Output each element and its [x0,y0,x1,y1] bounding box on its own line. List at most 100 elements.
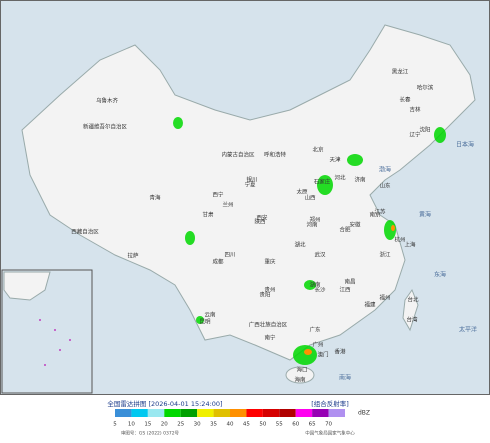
map-label: 广州 [312,341,323,349]
map-label: 福州 [379,294,390,302]
map-label: 广西壮族自治区 [249,321,288,329]
sea-label: 日本海 [456,141,474,149]
map-label: 南宁 [264,334,276,342]
map-label: 河南 [306,221,318,229]
map-label: 乌鲁木齐 [96,97,119,105]
map-label: 云南 [204,311,216,319]
land [21,24,476,361]
map-label: 内蒙古自治区 [221,151,255,159]
map-label: 昆明 [199,319,211,326]
map-label: 济南 [354,176,366,184]
legend-tick-label: 60 [292,422,299,428]
sea-label: 南海 [339,374,351,382]
map-label: 西安 [256,214,268,222]
legend-swatch [197,409,214,417]
map-label: 河北 [334,174,346,182]
legend-tick-label: 45 [243,422,250,428]
legend-tick-label: 50 [259,422,266,428]
map-label: 哈尔滨 [417,84,434,92]
map-label: 澳门 [317,351,328,359]
map-label: 宁夏 [244,181,256,189]
island [402,288,419,332]
sea-label: 黄海 [419,211,431,219]
map-label: 浙江 [379,251,391,259]
map-label: 西宁 [212,191,224,199]
sea-label: 东海 [434,271,446,279]
islands-dots [39,319,71,366]
map-label: 山西 [304,194,316,202]
legend-tick-label: 15 [144,422,151,428]
island [285,366,315,384]
legend-tick-label: 5 [113,422,117,428]
legend-tick-label: 55 [276,422,283,428]
sea-label: 太平洋 [459,326,477,334]
map-label: 湖南 [309,281,321,289]
legend-swatch [213,409,230,417]
legend-swatch [147,409,165,417]
map-label: 武汉 [314,251,326,259]
map-label: 沈阳 [419,126,430,134]
map-label: 香港 [334,348,346,356]
source: 中国气象局国家气象中心 [305,430,355,437]
legend-tick-label: 65 [309,422,316,428]
radar-echoes [173,117,446,365]
map-label: 长春 [399,96,411,104]
map-label: 福建 [364,301,376,309]
map-label: 兰州 [222,201,233,209]
map-label: 呼和浩特 [264,151,287,159]
legend-tick-label: 25 [177,422,184,428]
map-label: 上海 [404,241,416,249]
map-label: 湖北 [294,241,306,249]
map-label: 南京 [369,211,381,219]
map-label: 安徽 [349,221,361,229]
map-label: 江苏 [374,208,386,216]
map-label: 辽宁 [409,131,421,139]
map-label: 长沙 [314,286,326,294]
unit: dBZ [358,410,370,417]
map-label: 北京 [312,146,324,154]
map-label: 青海 [149,194,161,202]
sea-label: 渤海 [379,166,391,174]
map-label: 甘肃 [202,211,214,219]
legend-swatch [246,409,263,417]
legend-swatch [262,409,280,417]
legend-tick-label: 35 [210,422,217,428]
legend-tick-label: 30 [194,422,201,428]
map-label: 四川 [224,252,235,259]
legend-swatch [328,409,345,417]
map-label: 合肥 [339,226,351,234]
inset-land [3,271,51,301]
approval: 审图号：GS (2022) 0372号 [121,430,180,437]
map-label: 重庆 [264,258,276,266]
map-label: 太原 [296,188,308,196]
map-label: 台北 [407,296,419,304]
map-label: 台湾 [406,316,418,324]
map-label: 拉萨 [127,252,139,260]
map-label: 郑州 [309,216,320,224]
legend-tick-label: 20 [161,422,168,428]
legend-swatch [164,409,181,417]
map-label: 贵阳 [259,291,270,299]
map-label: 南昌 [344,278,355,286]
legend-swatch [115,409,132,417]
legend-tick-label: 40 [227,422,234,428]
legend-tick-label: 10 [128,422,135,428]
legend-swatch [279,409,296,417]
map-label: 黑龙江 [392,68,409,76]
map-label: 成都 [212,258,224,266]
map-label: 广东 [309,326,321,334]
legend-swatch [131,409,148,417]
map-label: 杭州 [394,236,405,244]
map-label: 江西 [339,287,351,294]
radar-echoes [304,225,395,355]
map-label: 海口 [296,366,307,374]
map-label: 贵州 [264,286,275,294]
legend-swatch [295,409,313,417]
map-label: 石家庄 [314,178,331,186]
map-label: 海南 [294,376,306,384]
product-name: [组合反射率] [311,399,349,408]
map-label: 西藏自治区 [71,228,99,236]
legend-swatch [312,409,329,417]
map-label: 陕西 [254,218,266,226]
